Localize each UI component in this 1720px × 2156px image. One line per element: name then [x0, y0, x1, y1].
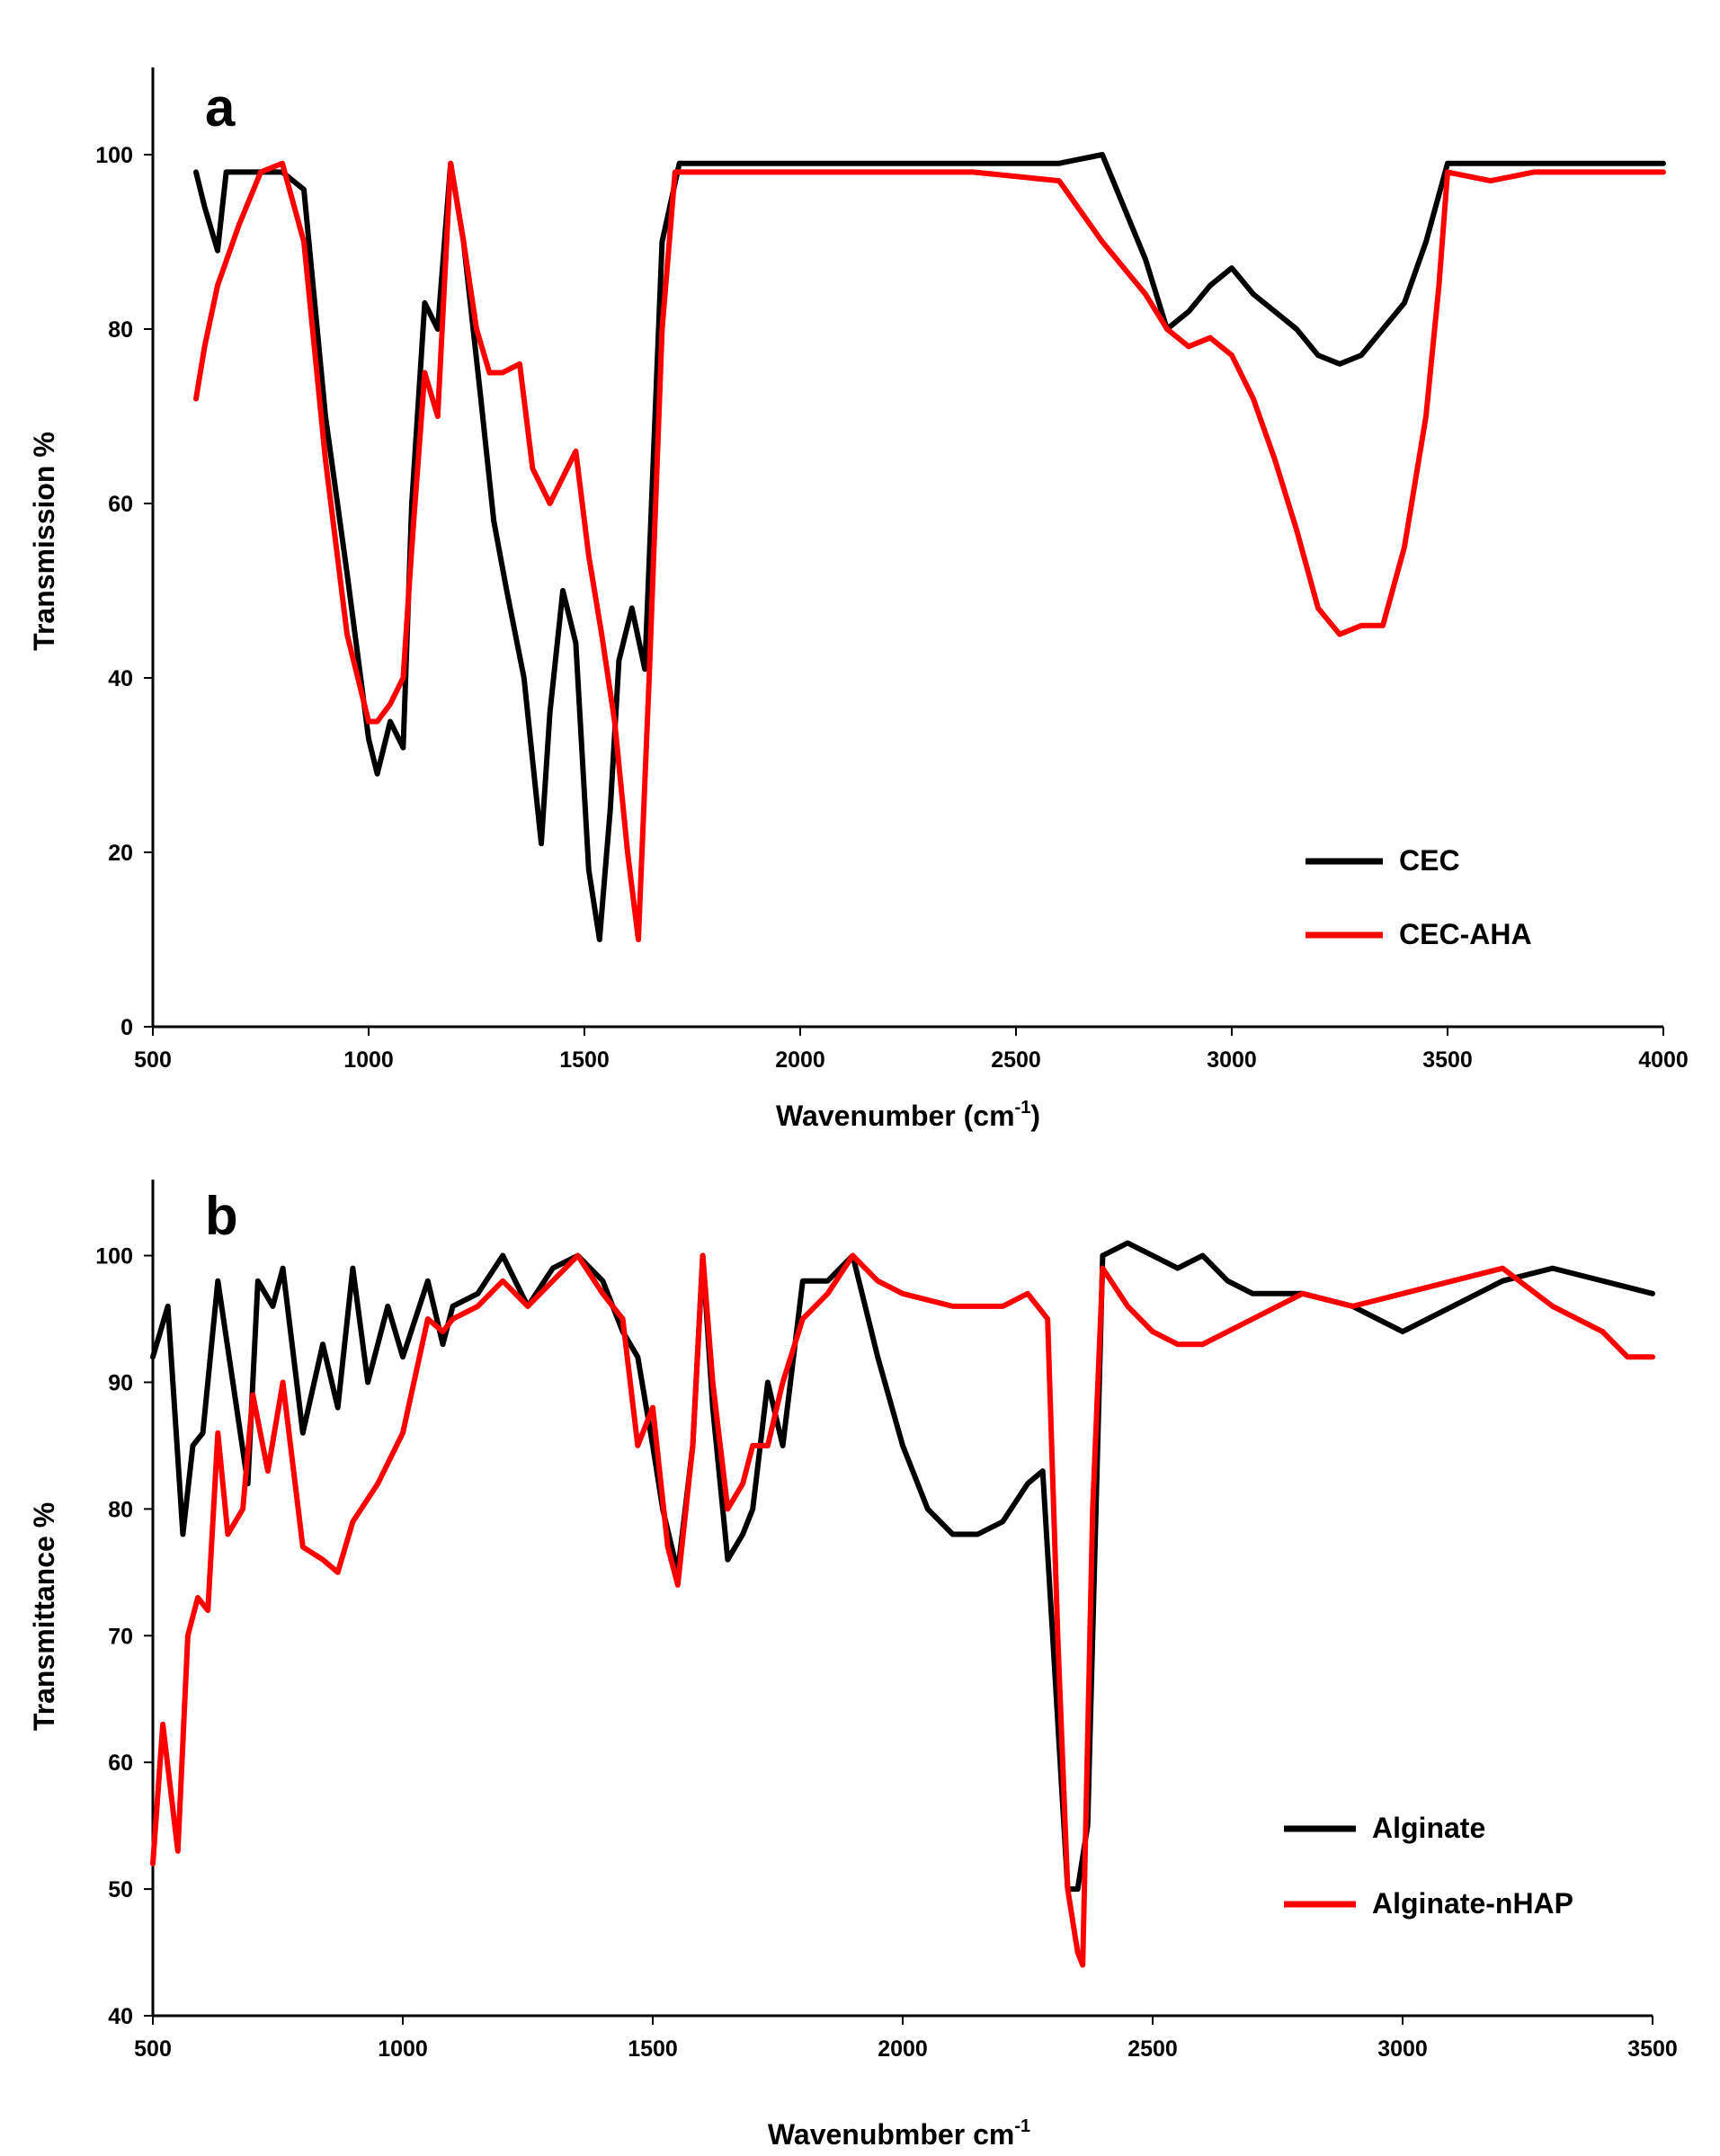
panel-b-legend: Alginate Alginate-nHAP: [1284, 1812, 1573, 1920]
panel-a-x-axis-label-sup: -1: [1015, 1098, 1031, 1118]
panel-b-y-tick-label: 70: [108, 1624, 133, 1649]
panel-a-x-axis-label-suffix: ): [1030, 1100, 1040, 1132]
panel-b-legend-label-alginate: Alginate: [1372, 1812, 1485, 1844]
panel-a-plot: 0 20 40 60 80 100 500 1000 1500 2000 2500 3000 3500 4…: [95, 67, 1689, 1073]
panel-b-x-axis-label-sup: -1: [1014, 2116, 1030, 2136]
panel-b-x-axis-label-main: Wavenubmber cm: [768, 2118, 1014, 2151]
panel-a-legend-label-cec-aha: CEC-AHA: [1399, 918, 1532, 950]
panel-b-y-tick-label: 100: [95, 1244, 133, 1270]
panel-a-y-axis-label: Transmission %: [28, 432, 60, 651]
panel-a-y-tick-label: 0: [120, 1015, 133, 1040]
panel-b-series-alginate-nhap-line: [150, 1252, 1655, 1968]
panel-b-x-tick-label: 2500: [1127, 2036, 1178, 2062]
panel-a-y-tick-label: 60: [108, 492, 133, 517]
panel-b-x-tick-label: 2000: [878, 2036, 928, 2062]
panel-a-x-tick-label: 4000: [1638, 1047, 1689, 1073]
panel-a-label: a: [205, 77, 236, 138]
panel-a-y-tick-label: 20: [108, 841, 133, 866]
panel-b-x-tick-label: 1000: [378, 2036, 428, 2062]
panel-a-x-tick-label: 3000: [1207, 1047, 1257, 1073]
panel-b-y-tick-label: 60: [108, 1751, 133, 1776]
panel-a: 0 20 40 60 80 100 500 1000 1500 2000 2500 3000 3500 4…: [28, 67, 1689, 1132]
panel-b: 40 50 60 70 80 90 100 500 1000 1500 2000 2500 3000 35…: [28, 1180, 1678, 2151]
panel-b-y-tick-label: 50: [108, 1877, 133, 1902]
panel-b-x-tick-label: 1500: [628, 2036, 678, 2062]
panel-a-x-axis-label: Wavenumber (cm-1): [776, 1098, 1040, 1132]
panel-b-label: b: [205, 1186, 238, 1246]
panel-a-x-axis-label-main: Wavenumber (cm: [776, 1100, 1015, 1132]
panel-a-x-tick-label: 1500: [559, 1047, 610, 1073]
panel-b-y-tick-label: 80: [108, 1497, 133, 1522]
panel-b-x-tick-label: 500: [134, 2036, 172, 2062]
panel-b-y-tick-label: 40: [108, 2004, 133, 2029]
panel-b-plot: 40 50 60 70 80 90 100 500 1000 1500 2000 2500 3000 35…: [95, 1180, 1678, 2062]
panel-a-series-cec-aha-line: [193, 160, 1666, 942]
panel-b-x-axis-label: Wavenubmber cm-1: [768, 2116, 1030, 2151]
panel-a-x-tick-label: 3500: [1422, 1047, 1473, 1073]
panel-a-legend: CEC CEC-AHA: [1306, 844, 1532, 950]
panel-a-y-tick-label: 40: [108, 666, 133, 691]
panel-a-x-tick-label: 1000: [343, 1047, 394, 1073]
panel-b-legend-label-alginate-nhap: Alginate-nHAP: [1372, 1887, 1573, 1920]
panel-b-y-axis-label: Transmittance %: [28, 1502, 60, 1731]
panel-b-x-tick-label: 3000: [1377, 2036, 1428, 2062]
panel-a-x-tick-label: 500: [134, 1047, 172, 1073]
panel-a-y-tick-label: 100: [95, 143, 133, 168]
panel-a-y-tick-label: 80: [108, 317, 133, 343]
panel-b-series-alginate-line: [150, 1240, 1655, 1893]
panel-b-y-tick-label: 90: [108, 1370, 133, 1395]
panel-b-x-tick-label: 3500: [1627, 2036, 1678, 2062]
panel-a-legend-label-cec: CEC: [1399, 844, 1460, 877]
panel-a-x-tick-label: 2500: [991, 1047, 1041, 1073]
panel-a-series-cec-line: [193, 152, 1666, 942]
panel-a-x-tick-label: 2000: [775, 1047, 825, 1073]
